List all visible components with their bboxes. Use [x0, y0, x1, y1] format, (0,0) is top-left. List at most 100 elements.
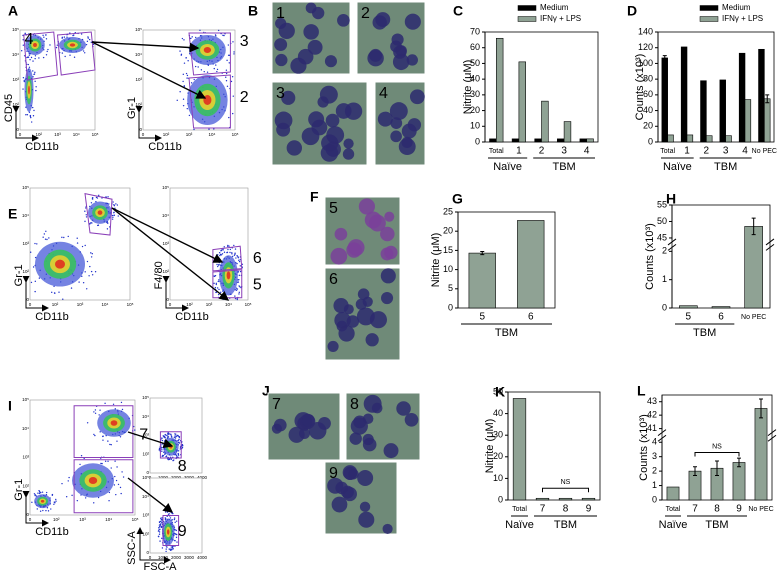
bar [711, 306, 731, 309]
y-tick-label: 0 [146, 470, 149, 475]
micrograph: 3 [271, 81, 368, 166]
group-label: TBM [693, 327, 716, 339]
event-dot [94, 409, 97, 411]
legend-swatch [699, 16, 719, 22]
event-dot [86, 260, 89, 263]
cell [389, 102, 408, 121]
event-dot [81, 245, 84, 248]
legend-swatch [517, 16, 537, 22]
event-dot [24, 33, 26, 35]
plot-frame [507, 391, 601, 501]
event-dot [107, 196, 109, 198]
legend-label: IFNγ + LPS [540, 14, 581, 23]
event-dot [22, 88, 24, 90]
panel-letter: H [666, 191, 676, 207]
event-dot [235, 257, 237, 259]
bar [764, 98, 771, 143]
cell [401, 123, 417, 139]
gate-label: 4 [25, 31, 34, 48]
cell [343, 138, 354, 149]
cell [380, 226, 395, 242]
event-dot [161, 521, 163, 523]
gate-arrow [111, 207, 224, 263]
y-tick-label: 10³ [12, 77, 19, 82]
event-dot [67, 480, 69, 482]
event-dot [187, 60, 189, 62]
event-dot [85, 214, 87, 216]
event-dot [175, 454, 178, 457]
event-dot [28, 54, 31, 56]
gate-label: 2 [240, 89, 249, 106]
event-dot [173, 459, 175, 461]
event-dot [188, 114, 191, 117]
event-dot [174, 528, 176, 531]
event-dot [45, 38, 48, 40]
event-dot [107, 460, 109, 463]
cell [384, 211, 395, 222]
cell [327, 340, 339, 352]
y-tick-label: 10² [22, 483, 29, 488]
cell [380, 268, 396, 284]
cell [358, 511, 375, 528]
gate [188, 32, 231, 76]
event-dot [226, 59, 228, 62]
density [226, 271, 231, 280]
event-dot [182, 80, 184, 83]
x-tick-label: 10⁵ [127, 302, 134, 307]
legend-label: Medium [722, 3, 751, 12]
y-tick-label: 10⁴ [162, 213, 169, 218]
gate-label: 9 [178, 523, 187, 540]
event-dot [116, 440, 118, 442]
event-dot [51, 494, 54, 496]
event-dot [115, 479, 118, 482]
group-label: TBM [554, 519, 577, 531]
y-tick-label: 10³ [142, 513, 149, 518]
gate-label: 7 [139, 427, 148, 444]
bar [468, 252, 496, 309]
event-dot [176, 541, 178, 543]
event-dot [36, 508, 38, 510]
bar [700, 80, 707, 143]
event-dot [65, 496, 68, 498]
event-dot [97, 224, 100, 226]
event-dot [88, 38, 91, 41]
event-dot [113, 484, 116, 486]
event-dot [33, 73, 36, 75]
event-dot [86, 422, 89, 424]
event-dot [175, 533, 178, 536]
event-dot [159, 520, 162, 523]
event-dot [53, 292, 56, 294]
y-tick-label: 0 [146, 550, 149, 555]
event-dot [217, 264, 220, 266]
micrograph: 4 [374, 81, 426, 166]
group-label: Naïve [659, 519, 688, 531]
event-dot [158, 533, 161, 535]
event-dot [119, 486, 122, 489]
bar [563, 121, 572, 143]
plot-frame [657, 31, 775, 143]
bar [535, 497, 550, 501]
x-tick-label: 1 [516, 146, 522, 157]
event-dot [87, 37, 89, 39]
gate [23, 31, 59, 81]
event-dot [174, 437, 177, 439]
event-dot [32, 266, 35, 268]
y-tick-label: 10⁵ [162, 185, 169, 190]
event-dot [47, 510, 50, 512]
event-dot [71, 494, 73, 497]
density [203, 95, 212, 105]
event-dot [163, 435, 166, 438]
micrograph: 1 [271, 1, 351, 75]
event-dot [68, 476, 70, 479]
event-dot [120, 492, 122, 495]
event-dot [38, 489, 40, 492]
event-dot [101, 462, 103, 465]
event-dot [93, 502, 95, 504]
bar [719, 79, 726, 143]
event-dot [67, 235, 69, 238]
x-tick-label: 0 [149, 475, 152, 480]
cell [303, 24, 319, 40]
event-dot [116, 466, 118, 468]
micrograph-label: 7 [272, 396, 281, 413]
